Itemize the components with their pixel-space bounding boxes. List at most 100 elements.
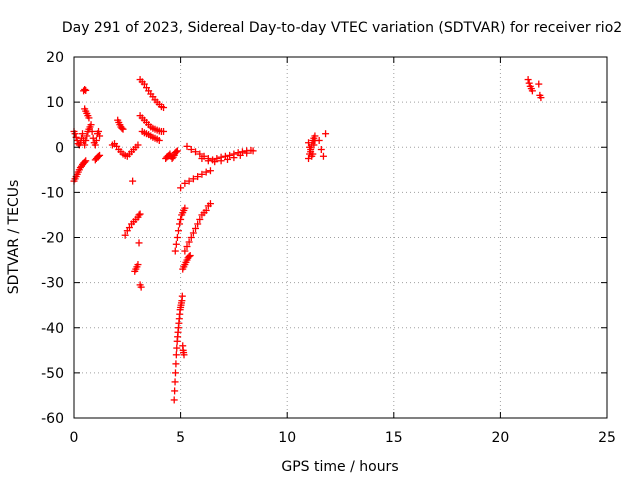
series-segment-5h-mid xyxy=(179,252,194,273)
data-point xyxy=(82,136,90,144)
data-point xyxy=(160,127,168,135)
y-axis-label: SDTVAR / TECUs xyxy=(6,180,22,295)
series-segment-2h xyxy=(108,140,142,160)
grid xyxy=(74,57,607,418)
x-tick-label: 15 xyxy=(385,430,403,446)
data-point xyxy=(136,210,144,218)
y-tick-label: 0 xyxy=(55,140,64,156)
series-segment-4h-low xyxy=(170,292,188,404)
data-point xyxy=(82,157,90,165)
data-point xyxy=(196,150,204,158)
data-point xyxy=(537,94,545,102)
data-point xyxy=(119,125,127,133)
data-point xyxy=(171,247,179,255)
data-point xyxy=(160,104,168,112)
data-point xyxy=(525,79,533,87)
data-point xyxy=(524,76,532,84)
data-point xyxy=(187,146,195,154)
data-point xyxy=(305,139,313,147)
data-point xyxy=(134,141,142,149)
x-tick-label: 0 xyxy=(70,430,79,446)
series-segment-early-peak xyxy=(80,85,93,122)
data-point xyxy=(81,85,89,93)
data-point xyxy=(87,121,95,129)
series-segment-4h-cluster xyxy=(162,147,181,163)
data-point xyxy=(230,154,238,162)
data-point xyxy=(249,147,257,155)
data-point xyxy=(206,200,214,208)
y-tick-label: 20 xyxy=(46,50,64,66)
data-point xyxy=(134,261,142,269)
data-point xyxy=(194,220,202,228)
data-point xyxy=(171,369,179,377)
series-segment-6h-band-lower xyxy=(198,147,257,166)
data-point xyxy=(92,136,100,144)
chart-title: Day 291 of 2023, Sidereal Day-to-day VTE… xyxy=(62,20,622,36)
data-point xyxy=(173,234,181,241)
data-point xyxy=(178,292,186,300)
data-point xyxy=(173,147,181,155)
series-segment-2h-descent xyxy=(121,210,144,239)
x-tick-labels: 0 5 10 15 20 25 xyxy=(70,430,616,446)
series-segment-21h xyxy=(524,76,545,102)
data-point xyxy=(192,224,200,232)
x-tick-label: 25 xyxy=(598,430,616,446)
data-point xyxy=(81,158,89,166)
y-tick-label: -40 xyxy=(41,321,64,337)
data-point xyxy=(96,151,104,159)
data-point xyxy=(535,80,543,88)
data-point xyxy=(118,124,126,132)
data-point xyxy=(85,114,93,122)
data-point xyxy=(181,247,189,255)
series-segment-11h-b xyxy=(305,136,319,160)
data-point xyxy=(319,152,327,160)
data-point xyxy=(185,252,193,260)
data-point xyxy=(189,175,197,183)
data-point xyxy=(189,229,197,237)
data-point xyxy=(226,151,234,159)
data-point xyxy=(236,151,244,159)
data-point xyxy=(83,132,91,140)
axis-ticks xyxy=(73,56,608,419)
series-segment-early-dip xyxy=(91,151,104,164)
series-segment-2h-upper xyxy=(114,116,127,133)
data-point xyxy=(306,143,314,151)
data-point xyxy=(172,360,180,368)
data-point xyxy=(177,184,185,192)
series-segment-5h-descent xyxy=(171,204,189,255)
data-point xyxy=(173,344,181,352)
data-point xyxy=(183,243,191,251)
data-point xyxy=(309,150,317,158)
series-segment-5h-rise xyxy=(177,167,214,192)
data-point xyxy=(95,152,103,160)
y-tick-label: -50 xyxy=(41,366,64,382)
data-point xyxy=(202,168,210,176)
data-point xyxy=(181,204,189,212)
data-point xyxy=(177,215,185,223)
data-point xyxy=(187,234,195,241)
plot-frame xyxy=(73,56,608,419)
data-point xyxy=(96,132,104,140)
data-point xyxy=(204,157,212,165)
y-tick-label: 10 xyxy=(46,95,64,111)
data-point xyxy=(176,220,184,228)
data-point xyxy=(186,252,194,260)
data-point xyxy=(172,351,180,359)
data-point xyxy=(171,378,179,386)
data-point xyxy=(528,87,536,95)
data-point xyxy=(238,148,246,156)
data-point xyxy=(125,224,133,232)
series-segment-3h-upper xyxy=(136,76,168,112)
data-points xyxy=(70,76,545,404)
y-tick-labels: -60 -50 -40 -30 -20 -10 0 10 20 xyxy=(41,50,64,427)
data-point xyxy=(88,127,96,135)
data-point xyxy=(217,157,225,165)
data-point xyxy=(198,170,206,178)
data-point xyxy=(206,167,214,175)
data-point xyxy=(317,146,325,154)
series-segment-2h-isolated xyxy=(129,177,145,291)
data-point xyxy=(185,238,193,246)
data-point xyxy=(82,86,90,94)
series-segment-3h-middle xyxy=(136,112,168,135)
data-point xyxy=(121,231,129,239)
